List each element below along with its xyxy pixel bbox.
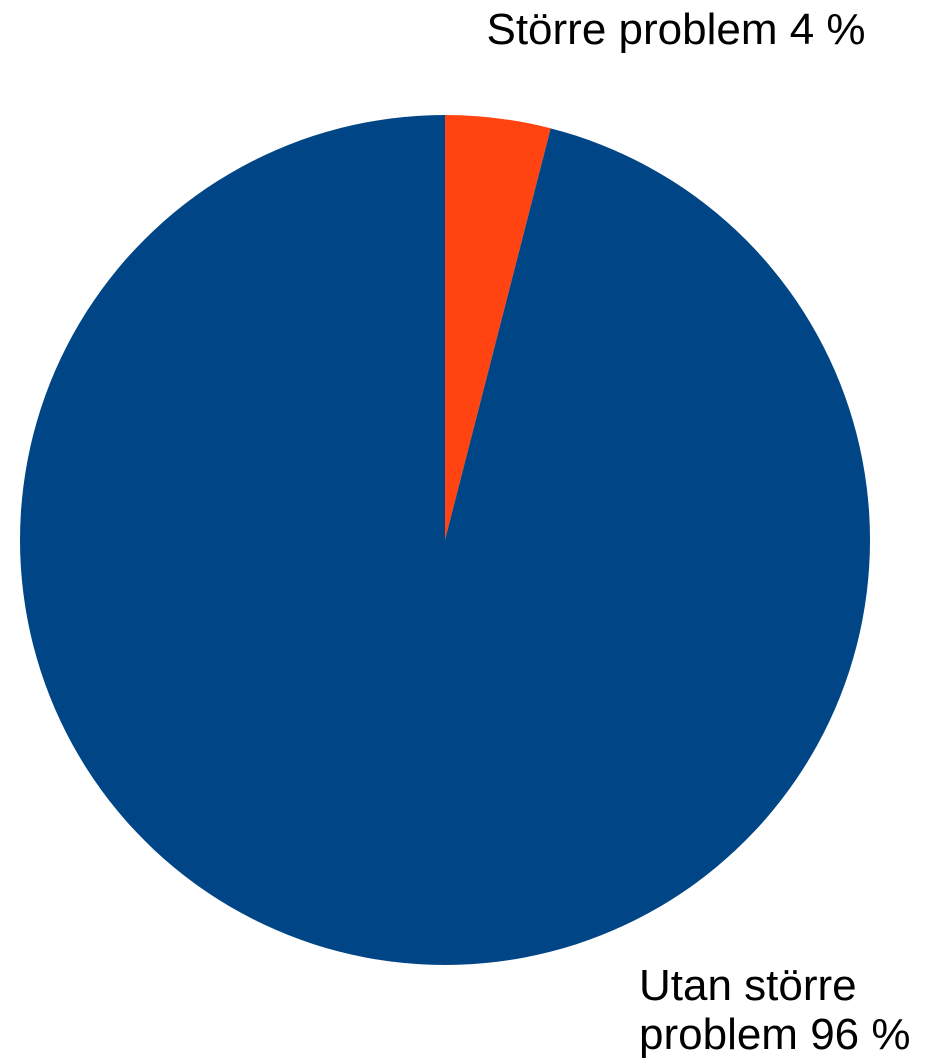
pie-slice-utan-storre-problem xyxy=(20,115,871,965)
slice-label-storre-problem: Större problem 4 % xyxy=(486,5,865,54)
slice-label-utan-storre-problem: Utan större problem 96 % xyxy=(639,961,910,1058)
pie-slices xyxy=(20,115,871,965)
pie-slice-storre-problem xyxy=(445,115,551,540)
